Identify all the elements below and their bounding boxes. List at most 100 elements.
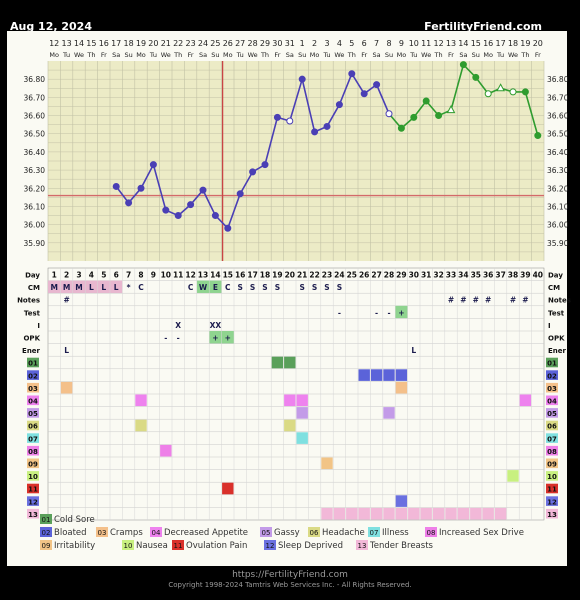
weekday-label: We — [508, 51, 518, 59]
symptom-cell — [284, 419, 296, 432]
row-label-left: 12 — [28, 498, 38, 506]
date-number: 1 — [300, 39, 305, 48]
observation-mark: L — [64, 346, 69, 355]
row-label-right: 06 — [547, 423, 557, 431]
row-label-left: Ener — [22, 347, 41, 355]
date-number: 15 — [471, 39, 481, 48]
cycle-day: 31 — [421, 271, 431, 280]
cycle-day: 4 — [89, 271, 94, 280]
row-label-right: 04 — [547, 398, 557, 406]
symptom-code-swatch-right — [546, 433, 558, 443]
weekday-label: Tu — [236, 51, 244, 59]
legend-code: 05 — [262, 529, 271, 537]
weekday-label: Sa — [373, 51, 381, 59]
date-number: 3 — [324, 39, 329, 48]
temperature-point — [472, 73, 480, 81]
observation-mark: M — [75, 283, 82, 292]
symptom-code-swatch-right — [546, 483, 558, 494]
symptom-code-swatch-left — [27, 420, 39, 431]
legend-code: 08 — [427, 529, 436, 537]
cycle-day: 32 — [433, 271, 443, 280]
observation-mark: # — [473, 296, 479, 305]
row-label-left: 01 — [28, 360, 38, 368]
date-number: 17 — [111, 39, 121, 48]
observation-mark: - — [387, 308, 390, 317]
symptom-code-swatch-left — [27, 496, 39, 506]
observation-mark: S — [337, 283, 342, 292]
legend-label: Bloated — [54, 528, 87, 538]
cycle-day: 16 — [235, 271, 245, 280]
temperature-point — [348, 70, 356, 78]
observation-mark: S — [250, 283, 255, 292]
cycle-day: 6 — [114, 271, 119, 280]
legend-swatch — [368, 527, 380, 537]
cycle-day: 11 — [173, 271, 183, 280]
row-label-left: 05 — [28, 410, 38, 418]
symptom-cell — [470, 507, 482, 520]
symptom-code-swatch-left — [27, 382, 39, 393]
weekday-label: Th — [434, 51, 443, 59]
y-tick-left: 36.70 — [24, 93, 46, 102]
symptom-cell — [296, 432, 308, 444]
date-number: 9 — [399, 39, 404, 48]
weekday-label: Mo — [397, 51, 407, 59]
row-label-left: 06 — [28, 423, 38, 431]
symptom-code-swatch-left — [27, 408, 39, 418]
legend-code: 11 — [174, 542, 183, 550]
weekday-label: We — [334, 51, 344, 59]
cycle-day: 7 — [126, 271, 131, 280]
cycle-day: 38 — [508, 271, 518, 280]
weekday-label: We — [248, 51, 258, 59]
symptom-cell — [383, 369, 395, 381]
row-label-left: Notes — [17, 297, 40, 305]
y-tick-right: 36.80 — [547, 75, 569, 84]
temperature-point — [162, 206, 170, 214]
date-number: 4 — [337, 39, 342, 48]
cycle-day: 29 — [396, 271, 406, 280]
legend-swatch — [40, 514, 52, 524]
legend-swatch — [264, 540, 276, 550]
footer-url[interactable]: https://FertilityFriend.com — [232, 570, 348, 580]
legend-code: 12 — [266, 542, 275, 550]
highlight-cell — [209, 331, 222, 344]
date-number: 15 — [86, 39, 96, 48]
symptom-cell — [284, 356, 296, 369]
weekday-label: Th — [86, 51, 95, 59]
date-number: 26 — [223, 39, 233, 48]
y-tick-right: 36.20 — [547, 184, 569, 193]
symptom-code-swatch-left — [27, 483, 39, 494]
symptom-cell — [135, 419, 147, 432]
symptom-code-swatch-right — [546, 445, 558, 456]
temperature-point — [323, 122, 331, 130]
legend-swatch — [308, 527, 320, 537]
row-label-left: 13 — [28, 511, 38, 519]
cm-highlight — [97, 280, 110, 294]
y-tick-left: 36.60 — [24, 112, 46, 121]
symptom-cell — [284, 394, 296, 407]
weekday-label: We — [74, 51, 84, 59]
cycle-day: 30 — [409, 271, 419, 280]
weekday-label: Fr — [101, 51, 107, 59]
observation-mark: W — [199, 283, 208, 292]
cycle-day: 26 — [359, 271, 369, 280]
observation-mark: * — [127, 283, 131, 292]
legend-swatch — [425, 527, 437, 537]
y-tick-right: 36.70 — [547, 93, 569, 102]
weekday-label: Mo — [49, 51, 59, 59]
cycle-day: 14 — [210, 271, 220, 280]
y-tick-left: 35.90 — [24, 239, 46, 248]
cycle-day: 2 — [64, 271, 69, 280]
row-label-left: Day — [25, 272, 40, 280]
row-label-right: CM — [548, 284, 560, 292]
row-label-left: 03 — [28, 385, 38, 393]
observation-mark: XX — [210, 321, 222, 330]
site-name[interactable]: FertilityFriend.com — [424, 20, 542, 33]
observation-mark: + — [212, 334, 218, 343]
row-label-right: 07 — [547, 435, 557, 443]
symptom-cell — [358, 369, 370, 381]
symptom-cell — [271, 356, 284, 369]
weekday-label: Su — [124, 51, 132, 59]
weekday-label: Sa — [459, 51, 467, 59]
y-tick-right: 36.50 — [547, 130, 569, 139]
row-label-right: 02 — [547, 372, 557, 380]
